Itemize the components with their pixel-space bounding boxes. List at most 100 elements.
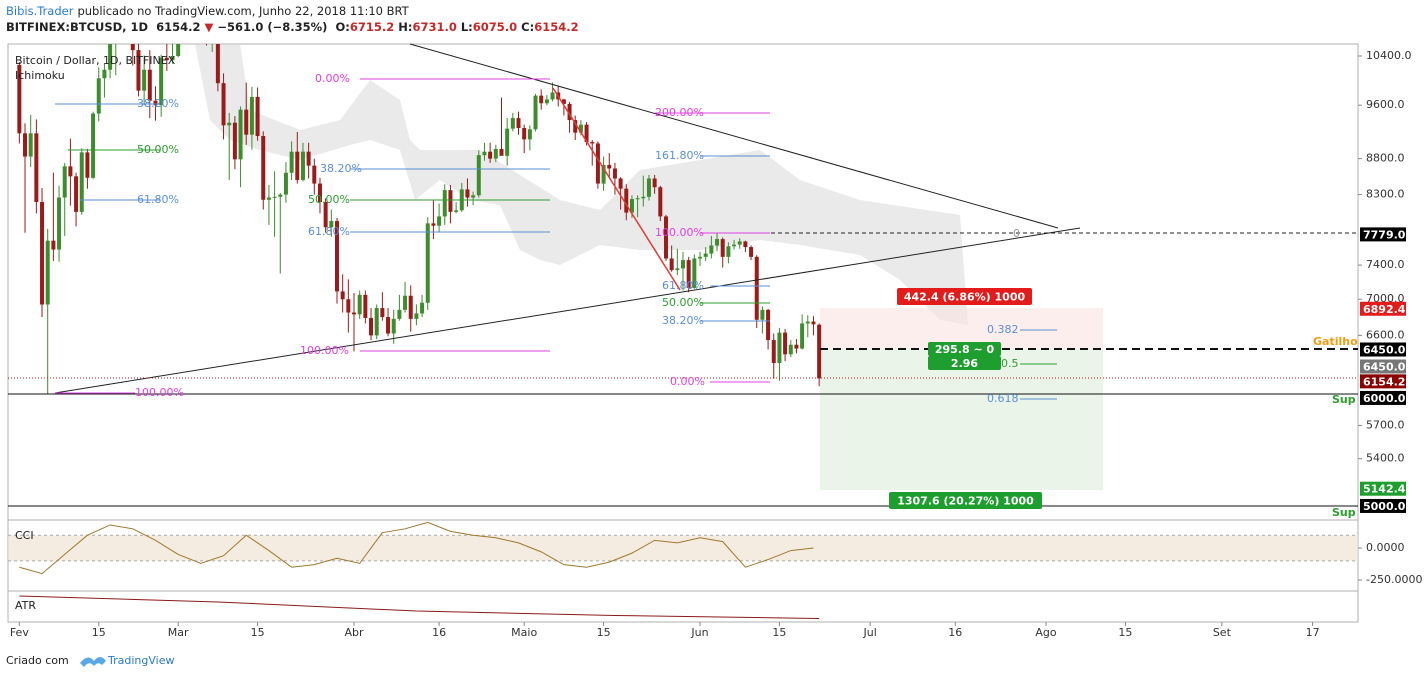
- footer-brand: TradingView: [107, 654, 174, 667]
- candle-body: [658, 187, 663, 217]
- x-tick-label: Maio: [511, 626, 537, 639]
- candle-body: [607, 164, 612, 169]
- x-tick-label: Set: [1213, 626, 1232, 639]
- candle-body: [91, 113, 96, 178]
- candle-body: [391, 318, 396, 334]
- candle-body: [800, 323, 805, 349]
- position-box: [928, 356, 1001, 370]
- level-label: Sup: [1332, 506, 1356, 519]
- candle-body: [386, 317, 391, 334]
- fib-label: 38.20%: [320, 162, 362, 175]
- price-label-box: [1360, 342, 1406, 357]
- candle-body: [232, 122, 237, 160]
- fib-label: 100.00%: [655, 226, 704, 239]
- candle-body: [754, 256, 759, 320]
- candle-body: [681, 260, 685, 269]
- atr-line: [19, 595, 820, 619]
- candle-body: [346, 299, 351, 313]
- candle-body: [352, 312, 357, 315]
- y-tick-label: 8300.0: [1366, 188, 1405, 201]
- symbol: BITFINEX:BTCUSD, 1D: [6, 20, 149, 34]
- price-label: 6892.4: [1363, 303, 1406, 316]
- author[interactable]: Bibis.Trader: [6, 4, 74, 18]
- candle-body: [34, 133, 39, 203]
- price-label-box: [1360, 374, 1406, 389]
- ohlc-value: 6075.0: [472, 20, 518, 34]
- price-label-box: [1360, 301, 1406, 316]
- x-tick-label: 15: [772, 626, 786, 639]
- candle-body: [771, 340, 776, 363]
- cci-line: [19, 521, 814, 575]
- candle-body: [499, 148, 504, 156]
- price-label: 7779.0: [1363, 228, 1406, 241]
- candle-body: [663, 216, 668, 259]
- candle-body: [147, 69, 152, 101]
- candle-body: [255, 96, 260, 137]
- candle-body: [142, 69, 147, 91]
- candle-body: [675, 268, 680, 271]
- candle-body: [618, 178, 623, 189]
- candle-body: [79, 152, 84, 212]
- candle-body: [23, 133, 28, 157]
- x-tick-label: 16: [948, 626, 962, 639]
- candle-body: [221, 83, 226, 126]
- candle-body: [595, 143, 600, 184]
- candle-body: [550, 92, 555, 100]
- candle-body: [408, 295, 413, 319]
- position-box: [928, 342, 1001, 356]
- candle-body: [732, 244, 737, 247]
- candle-body: [164, 57, 169, 61]
- candle-body: [380, 308, 385, 318]
- cci-name: CCI: [15, 529, 34, 542]
- candle-body: [641, 196, 646, 199]
- candle-body: [57, 197, 62, 250]
- candle-body: [766, 309, 771, 341]
- candle-body: [573, 120, 578, 133]
- candle-body: [465, 189, 470, 198]
- candle-body: [760, 309, 765, 320]
- candle-body: [743, 241, 748, 248]
- x-tick-label: Jul: [863, 626, 877, 639]
- candle-body: [51, 240, 56, 250]
- candle-body: [624, 188, 629, 213]
- candle-body: [510, 118, 515, 129]
- candle-body: [794, 344, 799, 349]
- last: 6154.2: [156, 20, 201, 34]
- trendline: [54, 227, 1081, 394]
- position-label: 2.96: [951, 357, 978, 370]
- change: −561.0 (−8.35%): [217, 20, 328, 34]
- candle-body: [737, 241, 742, 245]
- candle-body: [482, 151, 487, 156]
- candle-body: [266, 197, 271, 200]
- cci-tick-label: -250.0000: [1366, 573, 1422, 586]
- candle-body: [28, 133, 33, 157]
- ichimoku-cloud: [195, 44, 968, 325]
- position-label: 1307.6 (20.27%) 1000: [897, 495, 1034, 508]
- candle-body: [539, 95, 544, 104]
- candle-body: [300, 151, 305, 180]
- x-tick-label: Abr: [344, 626, 364, 639]
- fib-label: 0.618: [987, 392, 1019, 405]
- candle-body: [340, 291, 345, 300]
- y-tick-label: 8800.0: [1366, 152, 1405, 165]
- candle-body: [720, 239, 725, 257]
- legend: Bitcoin / Dollar, 1D, BITFINEX: [15, 54, 176, 67]
- candle-body: [493, 148, 498, 159]
- candle-body: [544, 99, 549, 104]
- candle-body: [85, 152, 90, 178]
- price-label: 5000.0: [1363, 500, 1406, 513]
- candle-body: [278, 194, 283, 197]
- candle-body: [369, 317, 374, 336]
- candle-body: [420, 302, 425, 314]
- y-tick-label: 7400.0: [1366, 258, 1405, 271]
- price-label: 6450.0: [1363, 361, 1406, 374]
- position-box: [889, 492, 1042, 509]
- y-tick-label: 5400.0: [1366, 452, 1405, 465]
- candle-body: [238, 109, 243, 160]
- ohlc-label: O:: [335, 20, 350, 34]
- candle-body: [323, 202, 328, 228]
- x-tick-label: Mar: [168, 626, 189, 639]
- candle-body: [431, 223, 436, 226]
- candle-body: [357, 294, 362, 315]
